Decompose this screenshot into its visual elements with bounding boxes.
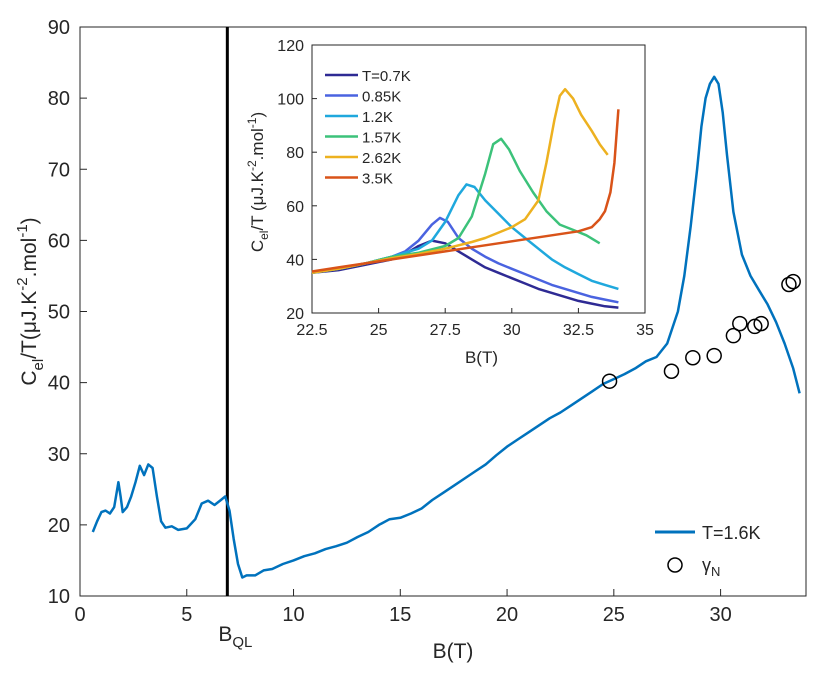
main-y-tick-label: 30	[48, 444, 70, 466]
inset-x-tick-label: 30	[503, 322, 521, 339]
gamma-n-point	[685, 349, 701, 366]
gamma-n-point	[725, 327, 742, 344]
inset-x-tick-label: 25	[370, 322, 388, 339]
main-y-tick-label: 80	[48, 88, 70, 110]
inset-series-line	[311, 183, 619, 291]
inset-legend-label: 1.2K	[362, 109, 393, 126]
inset-y-axis-label: Cel/T (μJ.K-2.mol-1)	[245, 112, 271, 252]
inset-legend-label: 3.5K	[362, 171, 393, 188]
main-x-ticks: 0 5 10 15 20 25 30	[74, 589, 732, 626]
inset-series-line	[311, 87, 609, 275]
inset-y-tick-label: 20	[286, 306, 304, 323]
inset-y-tick-label: 40	[286, 252, 304, 269]
series-line-t-1-6k	[91, 75, 801, 579]
inset-y-tick-label: 100	[277, 92, 304, 109]
legend-gamma-label: γN	[702, 555, 720, 579]
inset-y-ticks: 20 40 60 80 100 120	[277, 38, 317, 323]
inset-legend: T=0.7K 0.85K 1.2K 1.57K 2.62K 3.5K	[325, 68, 411, 188]
gamma-n-point	[753, 315, 769, 332]
inset-x-tick-label: 32.5	[563, 322, 594, 339]
quantum-limit-label: BQL	[218, 623, 252, 651]
main-series-group	[91, 75, 801, 579]
main-x-axis-label: B(T)	[433, 640, 474, 663]
main-y-tick-label: 20	[48, 515, 70, 537]
gamma-n-point	[663, 363, 680, 379]
inset-y-tick-label: 60	[286, 199, 304, 216]
inset-y-tick-label: 120	[277, 38, 304, 55]
legend-line-label: T=1.6K	[702, 523, 761, 543]
gamma-n-point	[781, 276, 797, 293]
main-x-tick-label: 15	[389, 604, 411, 626]
gamma-n-points	[601, 273, 801, 389]
main-x-tick-label: 5	[181, 604, 192, 626]
inset-legend-label: 0.85K	[362, 89, 401, 106]
main-x-tick-label: 10	[282, 604, 304, 626]
main-x-tick-label: 25	[603, 604, 625, 626]
inset-series-group	[311, 87, 620, 309]
inset-legend-label: 2.62K	[362, 150, 401, 167]
main-y-tick-label: 40	[48, 373, 70, 395]
inset-x-tick-label: 27.5	[430, 322, 461, 339]
main-x-tick-label: 30	[709, 604, 731, 626]
gamma-n-point	[601, 373, 618, 389]
inset-x-tick-label: 35	[636, 322, 654, 339]
main-y-tick-label: 50	[48, 302, 70, 324]
gamma-n-point	[706, 347, 722, 364]
inset-plot: 20 40 60 80 100 120 22.5 25 27.5 30 32.5 35 T=0.7K…	[245, 38, 654, 367]
main-x-tick-label: 0	[74, 604, 85, 626]
inset-series-line	[311, 109, 620, 273]
main-y-tick-label: 10	[48, 586, 70, 608]
main-legend: T=1.6K γN	[655, 523, 761, 579]
inset-series-line	[311, 137, 601, 275]
gamma-n-point	[732, 315, 748, 332]
inset-legend-label: T=0.7K	[362, 68, 411, 85]
gamma-n-point	[785, 273, 801, 290]
inset-x-ticks: 22.5 25 27.5 30 32.5 35	[296, 308, 654, 339]
main-y-ticks: 10 20 30 40 50 60 70 80 90	[48, 17, 87, 608]
main-y-tick-label: 70	[48, 159, 70, 181]
main-y-axis-label: Cel/T(μJ.K-2.mol-1)	[14, 217, 47, 385]
inset-x-tick-label: 22.5	[296, 322, 327, 339]
inset-plot-frame	[311, 44, 646, 314]
main-y-tick-label: 60	[48, 230, 70, 252]
inset-x-axis-label: B(T)	[465, 348, 498, 367]
main-x-tick-label: 20	[496, 604, 518, 626]
legend-circle-marker	[667, 557, 683, 573]
inset-y-tick-label: 80	[286, 145, 304, 162]
inset-legend-label: 1.57K	[362, 130, 401, 147]
main-y-tick-label: 90	[48, 17, 70, 39]
